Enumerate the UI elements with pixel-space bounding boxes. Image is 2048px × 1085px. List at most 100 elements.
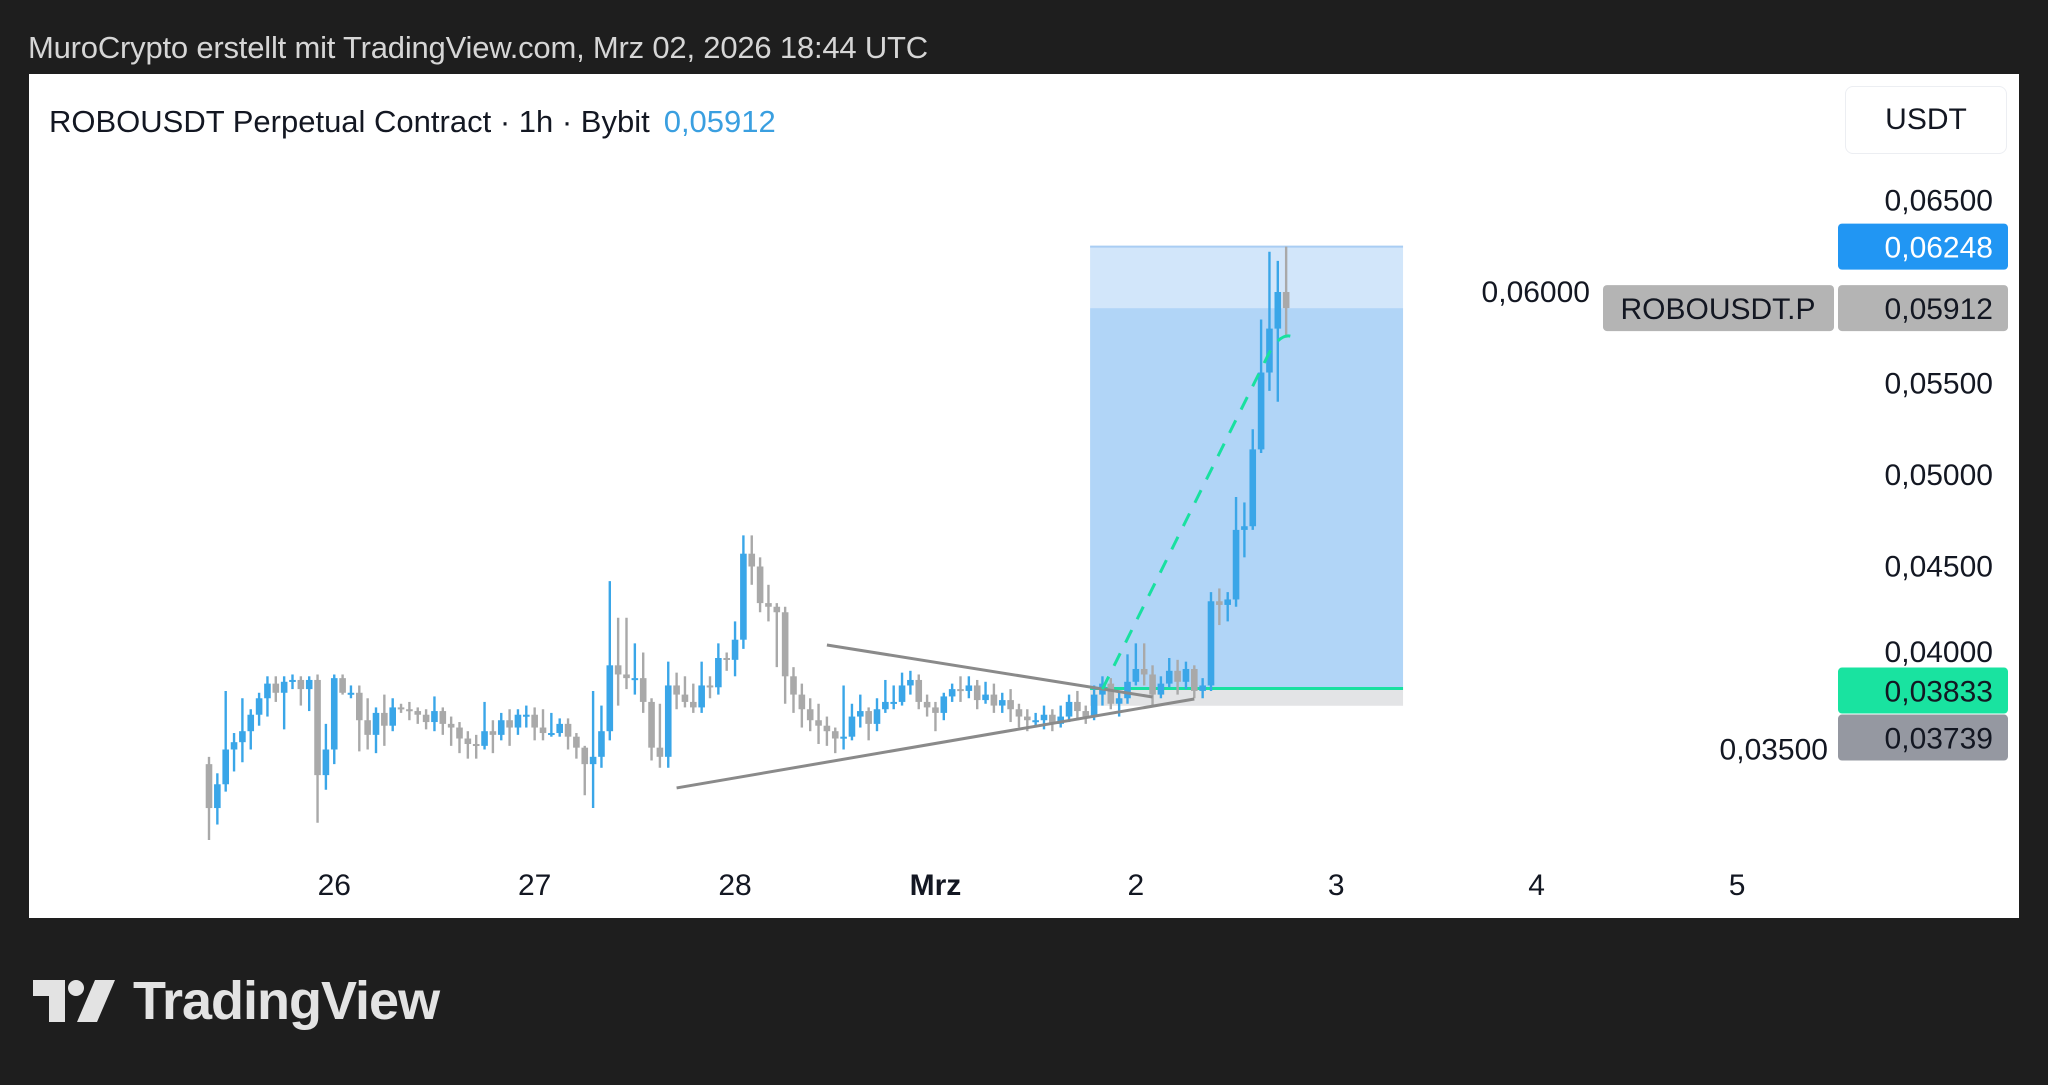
- candle-body: [247, 714, 255, 732]
- candle-body: [506, 720, 513, 728]
- candle-body: [781, 612, 789, 677]
- candle-body: [1257, 372, 1265, 450]
- candle-body: [957, 689, 964, 692]
- candle-body: [907, 679, 914, 686]
- candle-body: [1182, 668, 1190, 682]
- candle-body: [623, 674, 630, 679]
- symbol-label-bg: [1603, 285, 1834, 332]
- candle-body: [573, 736, 580, 748]
- candle-body: [406, 709, 413, 712]
- candle-body: [464, 738, 472, 745]
- candle-body: [740, 553, 747, 640]
- currency-button[interactable]: USDT: [1845, 86, 2007, 154]
- candle-body: [698, 685, 705, 708]
- projection-dashed-path: [1101, 334, 1296, 690]
- candle-body: [431, 711, 438, 723]
- candle-body: [798, 694, 806, 710]
- target-price-label-bg: [1838, 223, 2008, 270]
- target-zone-reached: [1090, 246, 1404, 309]
- date-tick-label: 27: [518, 869, 551, 902]
- candle-body: [289, 679, 296, 682]
- candle-body: [372, 712, 380, 735]
- price-tick-label: 0,03500: [1720, 734, 1828, 767]
- candle-body: [1124, 681, 1131, 699]
- candle-body: [631, 678, 639, 681]
- price-tick-label: 0,06500: [1885, 185, 1993, 218]
- candle-body: [1049, 714, 1056, 724]
- candle-body: [790, 676, 797, 695]
- chart-attribution: MuroCrypto erstellt mit TradingView.com,…: [28, 30, 928, 65]
- candle-body: [1065, 701, 1073, 717]
- tradingview-logo-icon: [33, 980, 115, 1022]
- candle-body: [614, 665, 622, 675]
- candle-body: [564, 723, 572, 737]
- candle-body: [447, 723, 455, 728]
- candle-body: [1015, 709, 1023, 717]
- candle-body: [1074, 701, 1081, 712]
- candle-body: [598, 731, 605, 757]
- candle-body: [673, 685, 680, 695]
- candle-body: [890, 701, 897, 704]
- candle-body: [539, 727, 547, 734]
- triangle-trendline: [826, 643, 1153, 699]
- candle-body: [1174, 670, 1181, 682]
- chart-panel[interactable]: [29, 74, 2019, 918]
- symbol-description: ROBOUSDT Perpetual Contract · 1h · Bybit: [49, 104, 650, 139]
- stop-zone: [1090, 688, 1404, 706]
- date-tick-label: 2: [1128, 869, 1145, 902]
- entry-price-label: 0,03833: [1885, 676, 1993, 709]
- candle-body: [990, 694, 998, 706]
- candle-body: [581, 747, 589, 765]
- candle-body: [1140, 668, 1148, 675]
- candle-body: [1057, 716, 1064, 724]
- candle-body: [472, 744, 480, 747]
- candle-body: [982, 694, 989, 701]
- candle-body: [681, 694, 689, 702]
- candle-body: [1032, 720, 1039, 723]
- triangle-trendline: [676, 697, 1195, 790]
- candle-body: [723, 658, 730, 660]
- tradingview-logo: TradingView: [33, 970, 440, 1032]
- stop-price-label-bg: [1838, 714, 2008, 761]
- candle-body: [1199, 685, 1206, 691]
- candle-body: [765, 603, 772, 607]
- candle-body: [873, 709, 881, 724]
- candle-body: [815, 720, 822, 726]
- candle-body: [1249, 449, 1257, 527]
- candle-body: [1082, 711, 1090, 717]
- candle-body: [456, 727, 463, 739]
- stop-price-label: 0,03739: [1885, 723, 1993, 756]
- candle-body: [239, 731, 246, 743]
- last-price-label-bg: [1838, 285, 2008, 332]
- candle-body: [255, 698, 263, 715]
- target-price-label: 0,06248: [1885, 232, 1993, 265]
- candle-body: [898, 685, 906, 702]
- candle-body: [1241, 526, 1248, 530]
- candle-body: [497, 720, 505, 735]
- candle-body: [1132, 668, 1140, 682]
- candle-body: [414, 711, 422, 715]
- candle-body: [339, 678, 346, 693]
- candle-body: [865, 711, 872, 724]
- candle-body: [347, 692, 355, 695]
- candle-body: [1165, 670, 1173, 684]
- candle-body: [589, 756, 597, 765]
- price-tick-label: 0,04000: [1885, 636, 1993, 669]
- candle-body: [1282, 292, 1290, 309]
- chart-title: ROBOUSDT Perpetual Contract · 1h · Bybit…: [49, 104, 776, 140]
- candle-body: [1191, 668, 1198, 691]
- candle-body: [272, 683, 280, 693]
- candle-body: [948, 689, 956, 697]
- candle-body: [1115, 698, 1123, 704]
- candle-body: [531, 714, 538, 728]
- candle-body: [923, 701, 931, 708]
- date-tick-label: 3: [1328, 869, 1345, 902]
- candle-body: [965, 685, 973, 691]
- candle-body: [664, 685, 672, 757]
- candle-body: [1149, 674, 1156, 695]
- candle-body: [1107, 683, 1115, 704]
- candle-body: [648, 701, 655, 748]
- candle-body: [397, 707, 405, 710]
- candle-body: [439, 711, 447, 724]
